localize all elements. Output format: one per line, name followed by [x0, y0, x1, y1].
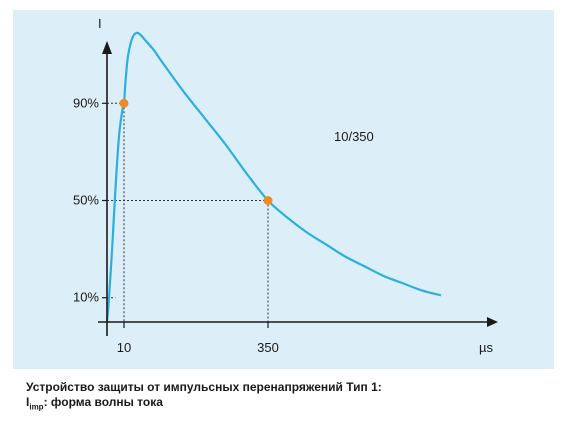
caption-line-1: Устройство защиты от импульсных перенапр… — [26, 380, 382, 394]
x-axis-arrow — [487, 317, 498, 327]
y-axis-label: I — [98, 16, 102, 31]
waveform-chart: 90% 50% 10% 10 350 I µs 10/350 — [13, 10, 554, 369]
tick-labels: 90% 50% 10% 10 350 — [73, 95, 279, 355]
x-tick-label: 10 — [117, 340, 131, 355]
marked-point — [119, 98, 129, 108]
axes — [98, 41, 498, 336]
x-axis-unit: µs — [479, 340, 493, 355]
y-axis-arrow — [102, 41, 112, 54]
current-waveform-curve — [105, 31, 442, 323]
y-tick-label: 10% — [73, 290, 99, 305]
marked-point — [263, 196, 273, 205]
x-tick-label: 350 — [257, 340, 279, 355]
chart-canvas: 90% 50% 10% 10 350 I µs 10/350 — [13, 10, 554, 369]
caption-subscript: imp — [29, 402, 44, 412]
caption-symbol: I — [26, 395, 30, 409]
caption-line-2: Iimp: форма волны тока — [26, 395, 163, 411]
caption-text: : форма волны тока — [43, 395, 163, 409]
marked-points — [119, 98, 273, 205]
chart-background — [13, 10, 554, 369]
y-tick-label: 50% — [73, 193, 99, 208]
waveform-annotation: 10/350 — [334, 129, 374, 144]
y-tick-label: 90% — [73, 95, 99, 110]
